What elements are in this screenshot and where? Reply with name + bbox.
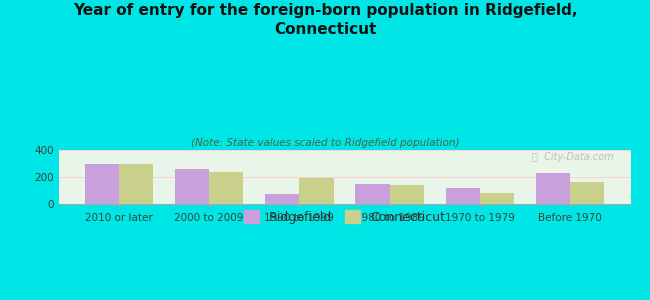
Bar bbox=[119, 164, 153, 204]
Bar bbox=[175, 169, 209, 204]
Text: Year of entry for the foreign-born population in Ridgefield,
Connecticut: Year of entry for the foreign-born popul… bbox=[73, 3, 577, 37]
Bar bbox=[265, 194, 300, 204]
Bar bbox=[84, 164, 119, 204]
Bar bbox=[389, 185, 424, 204]
Bar bbox=[356, 184, 389, 204]
Text: (Note: State values scaled to Ridgefield population): (Note: State values scaled to Ridgefield… bbox=[190, 138, 460, 148]
Bar bbox=[446, 188, 480, 204]
Bar bbox=[536, 173, 570, 204]
Legend: Ridgefield, Connecticut: Ridgefield, Connecticut bbox=[240, 206, 448, 227]
Bar bbox=[480, 193, 514, 204]
Text: ⓘ  City-Data.com: ⓘ City-Data.com bbox=[532, 152, 614, 162]
Bar bbox=[570, 182, 604, 204]
Bar bbox=[300, 178, 333, 204]
Bar bbox=[209, 172, 243, 204]
